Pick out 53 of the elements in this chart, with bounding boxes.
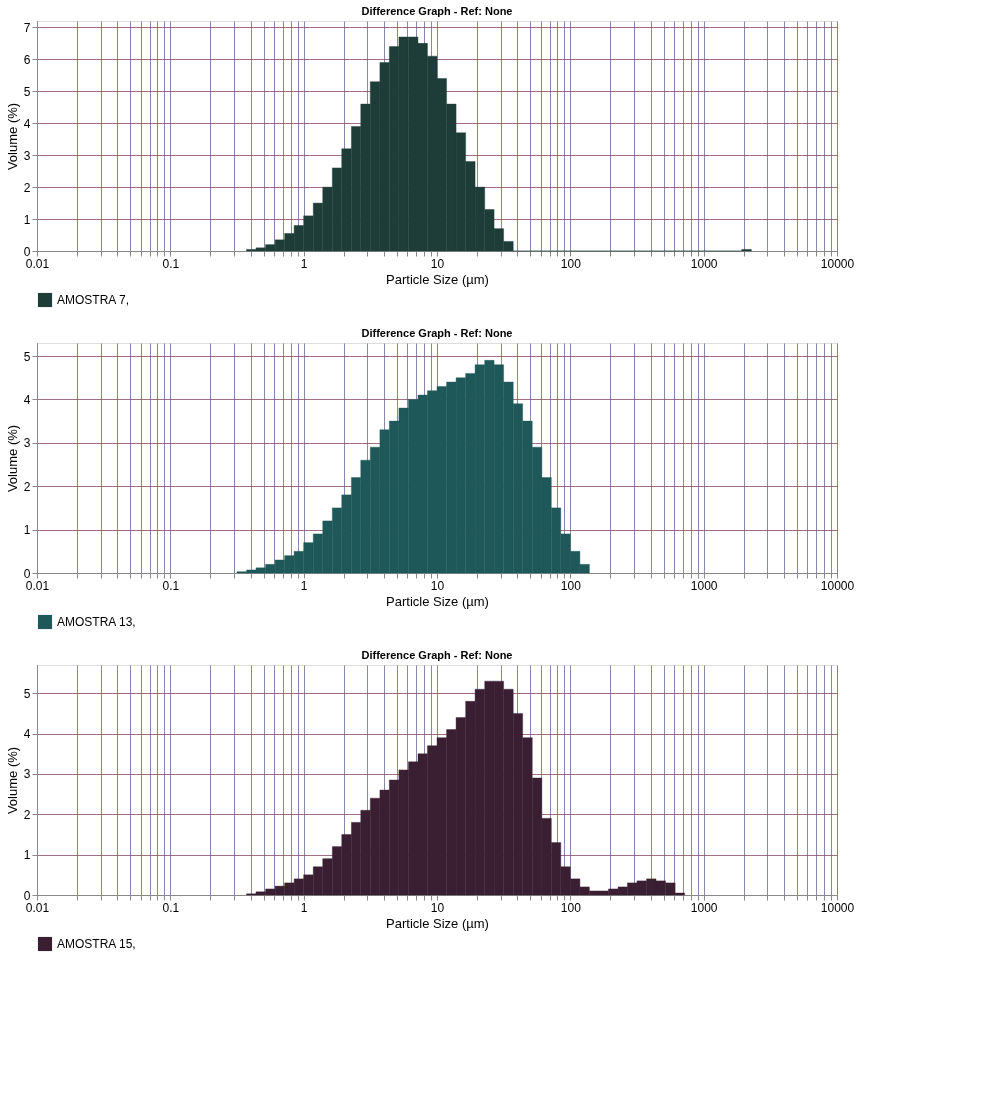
y-tick-label: 3 — [23, 767, 31, 782]
x-axis-title: Particle Size (µm) — [386, 915, 489, 931]
x-tick-label: 0.1 — [162, 256, 180, 271]
x-tick-label: 0.1 — [162, 578, 180, 593]
y-tick-label: 1 — [23, 848, 31, 863]
y-tick-label: 2 — [23, 180, 31, 195]
x-tick-label: 10000 — [820, 256, 855, 271]
x-tick-label: 100 — [560, 900, 582, 915]
y-tick-label: 0 — [23, 888, 31, 903]
x-tick-label: 10000 — [820, 578, 855, 593]
chart-title: Difference Graph - Ref: None — [361, 327, 513, 339]
y-tick-label: 5 — [23, 84, 31, 99]
x-tick-label: 1 — [300, 900, 308, 915]
y-axis-title: Volume (%) — [4, 424, 20, 493]
x-tick-label: 10 — [430, 900, 445, 915]
y-tick-label: 5 — [23, 349, 31, 364]
x-tick-label: 10000 — [820, 900, 855, 915]
y-tick-label: 1 — [23, 212, 31, 227]
x-tick-label: 1 — [300, 578, 308, 593]
y-axis-title: Volume (%) — [4, 102, 20, 171]
y-tick-label: 0 — [23, 566, 31, 581]
y-tick-label: 1 — [23, 523, 31, 538]
x-axis-title: Particle Size (µm) — [386, 271, 489, 287]
y-tick-label: 3 — [23, 436, 31, 451]
y-tick-label: 0 — [23, 244, 31, 259]
x-tick-label: 100 — [560, 578, 582, 593]
y-tick-label: 5 — [23, 686, 31, 701]
chart-title: Difference Graph - Ref: None — [361, 649, 513, 661]
x-tick-label: 10 — [430, 578, 445, 593]
y-tick-label: 4 — [23, 727, 31, 742]
x-tick-label: 1000 — [690, 900, 718, 915]
y-tick-label: 6 — [23, 52, 31, 67]
legend-label: AMOSTRA 13, — [57, 615, 136, 629]
y-tick-label: 3 — [23, 148, 31, 163]
x-tick-label: 1 — [300, 256, 308, 271]
chart-title: Difference Graph - Ref: None — [361, 5, 513, 17]
x-tick-label: 1000 — [690, 256, 718, 271]
x-tick-label: 0.01 — [25, 256, 50, 271]
x-tick-label: 100 — [560, 256, 582, 271]
y-tick-label: 7 — [23, 20, 31, 35]
legend-label: AMOSTRA 15, — [57, 937, 136, 951]
x-tick-label: 10 — [430, 256, 445, 271]
legend-label: AMOSTRA 7, — [57, 293, 130, 307]
x-tick-label: 1000 — [690, 578, 718, 593]
y-tick-label: 2 — [23, 807, 31, 822]
x-tick-label: 0.01 — [25, 578, 50, 593]
y-tick-label: 2 — [23, 479, 31, 494]
y-tick-label: 4 — [23, 392, 31, 407]
x-tick-label: 0.1 — [162, 900, 180, 915]
y-tick-label: 4 — [23, 116, 31, 131]
x-axis-title: Particle Size (µm) — [386, 593, 489, 609]
y-axis-title: Volume (%) — [4, 746, 20, 815]
x-tick-label: 0.01 — [25, 900, 50, 915]
